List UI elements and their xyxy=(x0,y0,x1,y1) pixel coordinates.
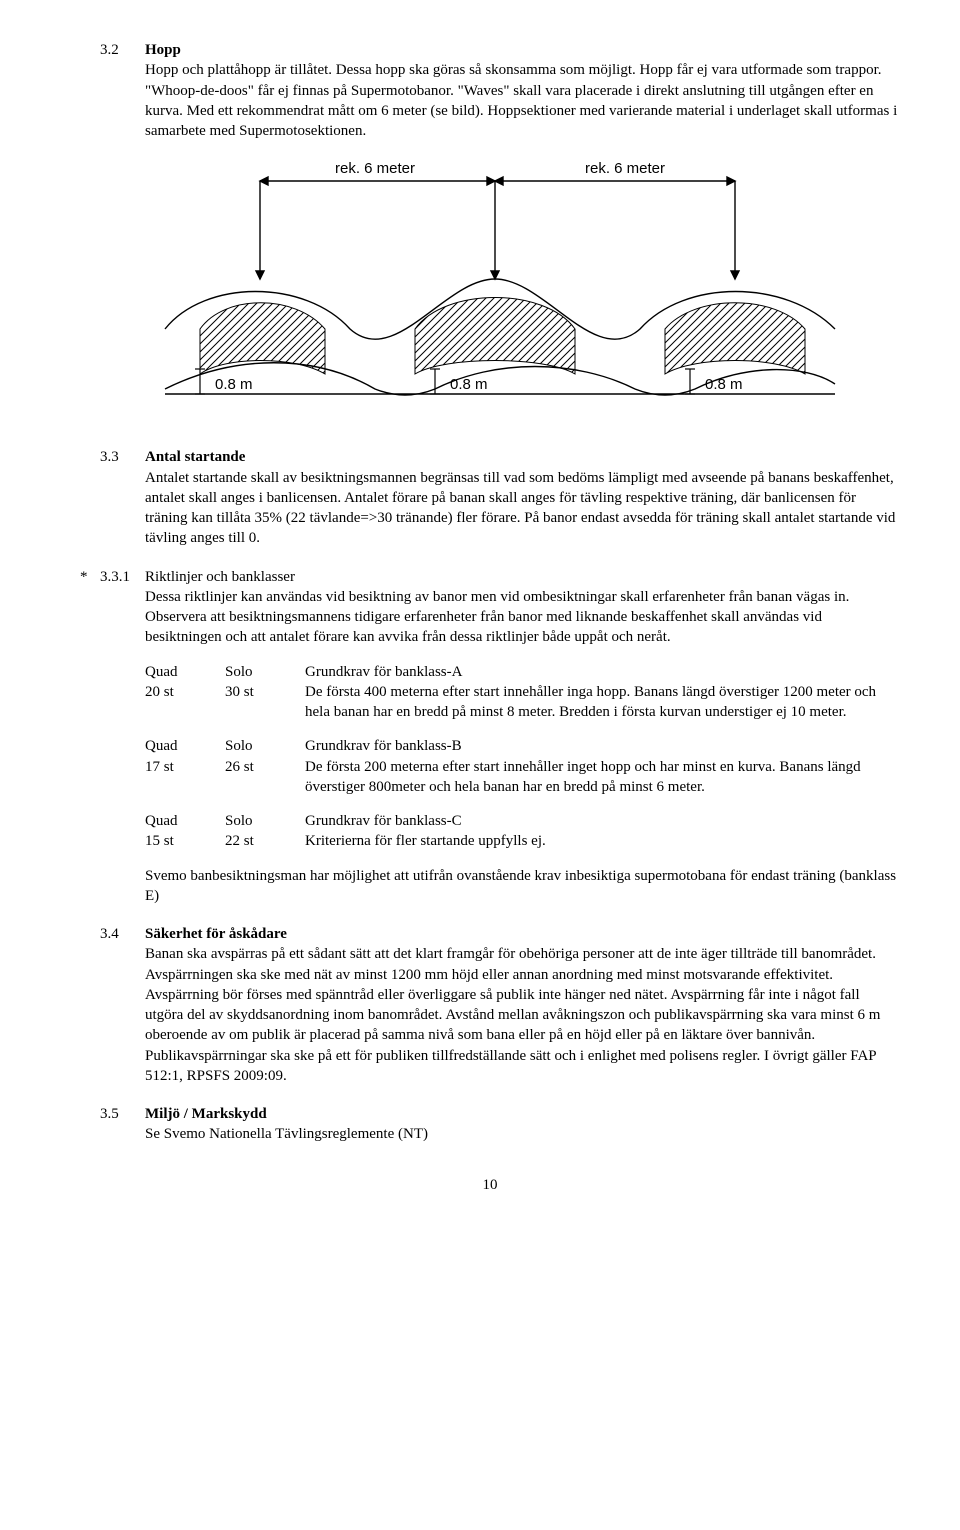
section-body: Hopp och plattåhopp är tillåtet. Dessa h… xyxy=(145,62,897,139)
section-number: 3.3 xyxy=(100,447,145,467)
wave-diagram: rek. 6 meter rek. 6 meter 0.8 xyxy=(145,159,900,429)
section-heading: Antal startande xyxy=(145,449,245,465)
col-desc: Grundkrav för banklass-B De första 200 m… xyxy=(305,736,900,797)
section-body: Se Svemo Nationella Tävlingsreglemente (… xyxy=(145,1126,428,1142)
diagram-label-rek1: rek. 6 meter xyxy=(335,160,415,177)
section-heading: Hopp xyxy=(145,42,181,58)
section-number: 3.2 xyxy=(100,40,145,60)
section-3.3.1: * 3.3.1 Riktlinjer och banklasser Dessa … xyxy=(80,567,900,907)
desc-header: Grundkrav för banklass-B xyxy=(305,738,462,754)
col-solo: Solo 26 st xyxy=(225,736,305,797)
col-quad: Quad 15 st xyxy=(145,811,225,852)
section-3.4: 3.4 Säkerhet för åskådare Banan ska avsp… xyxy=(80,924,900,1086)
section-heading: Säkerhet för åskådare xyxy=(145,926,287,942)
col-solo: Solo 22 st xyxy=(225,811,305,852)
solo-value: 30 st xyxy=(225,684,254,700)
solo-header: Solo xyxy=(225,664,253,680)
desc-header: Grundkrav för banklass-A xyxy=(305,664,462,680)
desc-value: De första 400 meterna efter start innehå… xyxy=(305,684,876,720)
section-body: Dessa riktlinjer kan användas vid besikt… xyxy=(145,589,849,646)
col-solo: Solo 30 st xyxy=(225,662,305,723)
desc-value: De första 200 meterna efter start innehå… xyxy=(305,759,861,795)
solo-value: 22 st xyxy=(225,833,254,849)
section-content: Antal startande Antalet startande skall … xyxy=(145,447,900,548)
desc-value: Kriterierna för fler startande uppfylls … xyxy=(305,833,546,849)
section-content: Riktlinjer och banklasser Dessa riktlinj… xyxy=(145,567,900,907)
solo-header: Solo xyxy=(225,738,253,754)
col-quad: Quad 20 st xyxy=(145,662,225,723)
section-content: Säkerhet för åskådare Banan ska avspärra… xyxy=(145,924,900,1086)
diagram-label-m3: 0.8 m xyxy=(705,376,743,393)
quad-header: Quad xyxy=(145,813,178,829)
section-3.3: 3.3 Antal startande Antalet startande sk… xyxy=(80,447,900,548)
diagram-label-m1: 0.8 m xyxy=(215,376,253,393)
section-3.5: 3.5 Miljö / Markskydd Se Svemo Nationell… xyxy=(80,1104,900,1145)
quad-header: Quad xyxy=(145,738,178,754)
after-table-text: Svemo banbesiktningsman har möjlighet at… xyxy=(145,866,900,907)
table-row: Quad 17 st Solo 26 st Grundkrav för bank… xyxy=(145,736,900,797)
col-desc: Grundkrav för banklass-C Kriterierna för… xyxy=(305,811,900,852)
quad-value: 17 st xyxy=(145,759,174,775)
section-heading: Miljö / Markskydd xyxy=(145,1106,267,1122)
section-number: 3.4 xyxy=(100,924,145,944)
banklass-table: Quad 20 st Solo 30 st Grundkrav för bank… xyxy=(145,662,900,852)
section-number: 3.3.1 xyxy=(100,567,145,587)
quad-header: Quad xyxy=(145,664,178,680)
diagram-svg: rek. 6 meter rek. 6 meter 0.8 xyxy=(145,159,845,429)
solo-value: 26 st xyxy=(225,759,254,775)
section-body: Antalet startande skall av besiktningsma… xyxy=(145,470,895,547)
solo-header: Solo xyxy=(225,813,253,829)
margin-mark: * xyxy=(80,567,100,587)
col-quad: Quad 17 st xyxy=(145,736,225,797)
page-number: 10 xyxy=(80,1175,900,1195)
section-content: Miljö / Markskydd Se Svemo Nationella Tä… xyxy=(145,1104,900,1145)
table-row: Quad 15 st Solo 22 st Grundkrav för bank… xyxy=(145,811,900,852)
section-3.2: 3.2 Hopp Hopp och plattåhopp är tillåtet… xyxy=(80,40,900,141)
section-content: Hopp Hopp och plattåhopp är tillåtet. De… xyxy=(145,40,900,141)
section-heading: Riktlinjer och banklasser xyxy=(145,569,295,585)
quad-value: 20 st xyxy=(145,684,174,700)
section-body: Banan ska avspärras på ett sådant sätt a… xyxy=(145,946,880,1084)
diagram-label-rek2: rek. 6 meter xyxy=(585,160,665,177)
diagram-label-m2: 0.8 m xyxy=(450,376,488,393)
quad-value: 15 st xyxy=(145,833,174,849)
table-row: Quad 20 st Solo 30 st Grundkrav för bank… xyxy=(145,662,900,723)
section-number: 3.5 xyxy=(100,1104,145,1124)
desc-header: Grundkrav för banklass-C xyxy=(305,813,462,829)
col-desc: Grundkrav för banklass-A De första 400 m… xyxy=(305,662,900,723)
